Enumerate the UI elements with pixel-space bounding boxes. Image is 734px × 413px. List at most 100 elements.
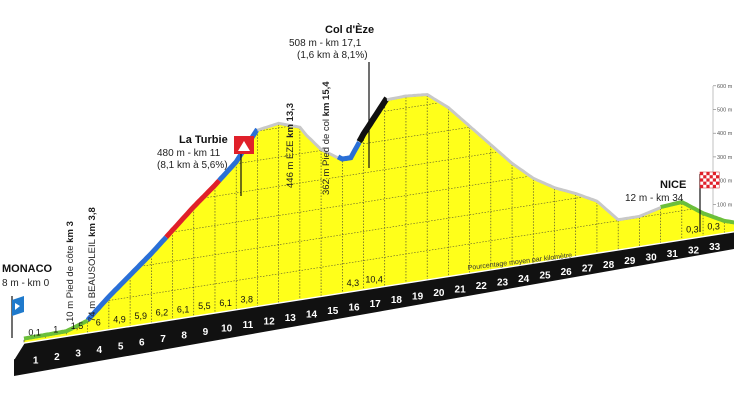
finish-flag-check <box>700 178 704 182</box>
label-beausoleil: 74 m BEAUSOLEIL km 3,8 <box>87 207 98 322</box>
gradient-label: 6 <box>96 318 101 328</box>
label-pied-de-col: 362 m Pied de col km 15,4 <box>321 81 332 195</box>
finish-nice: NICE 12 m - km 34 <box>625 171 720 232</box>
finish-flag-check <box>706 172 710 176</box>
km-marker: 22 <box>476 281 488 292</box>
monaco-name: MONACO <box>2 263 53 275</box>
altitude-grid-line <box>140 197 582 267</box>
km-marker: 16 <box>348 302 360 313</box>
climb-segment-blue <box>85 235 169 322</box>
finish-flag-check <box>716 175 720 179</box>
altitude-tick: 300 m <box>717 155 733 161</box>
altitude-grid-line <box>236 126 470 165</box>
km-grid <box>44 95 725 340</box>
ridge-descent-segment <box>386 92 662 222</box>
gradient-label: 1 <box>53 324 58 334</box>
km-marker: 29 <box>624 256 636 267</box>
nice-sub: 12 m - km 34 <box>625 193 684 204</box>
km-marker: 17 <box>370 299 382 310</box>
altitude-grid-line <box>204 152 497 199</box>
km-marker: 24 <box>518 274 530 285</box>
ground-bar <box>14 231 734 376</box>
finish-flag-check <box>703 181 707 185</box>
flag-arrow-icon <box>15 303 20 310</box>
km-marker: 15 <box>327 306 339 317</box>
gradient-label: 1,5 <box>71 321 84 331</box>
gradient-label: 6,2 <box>156 308 169 318</box>
climb-segment-red <box>164 178 222 239</box>
gradient-label: 0,1 <box>28 328 41 338</box>
climb-col-d-eze: Col d'Èze 508 m - km 17,1 (1,6 km à 8,1%… <box>289 23 374 168</box>
monaco-sub: 8 m - km 0 <box>2 278 50 289</box>
km-marker: 23 <box>497 278 509 289</box>
ridge-flat-segment <box>23 318 89 341</box>
km-marker: 2 <box>54 352 60 363</box>
ground-band <box>13 231 734 376</box>
km-marker: 10 <box>221 324 233 335</box>
gradient-label: 6,1 <box>177 304 190 314</box>
gradient-label: 0,3 <box>686 225 699 235</box>
finish-flag-check <box>706 184 710 188</box>
finish-flag-check <box>706 178 710 182</box>
km-marker: 11 <box>243 320 254 331</box>
ridge-flat-segment <box>660 199 734 225</box>
gradient-label: 10,4 <box>365 275 383 285</box>
altitude-tick: 400 m <box>717 131 733 137</box>
finish-flag-check <box>712 178 716 182</box>
km-marker: 21 <box>455 285 467 296</box>
eze-name: Col d'Èze <box>325 23 374 36</box>
altitude-tick: 100 m <box>717 202 733 208</box>
km-marker: 5 <box>118 341 124 352</box>
km-marker: 13 <box>285 313 297 324</box>
turbie-line2: (8,1 km à 5,6%) <box>157 160 228 171</box>
ridge-descent-segment <box>256 121 339 160</box>
km-marker: 12 <box>264 317 276 328</box>
climb-segment-black <box>356 96 390 144</box>
km-marker: 25 <box>539 270 551 281</box>
km-marker: 8 <box>181 331 187 342</box>
label-eze-village: 446 m ÈZE km 13,3 <box>285 103 296 188</box>
km-marker: 7 <box>160 334 166 345</box>
km-marker: 6 <box>139 338 145 349</box>
km-marker: 30 <box>646 253 658 264</box>
altitude-tick: 200 m <box>717 179 733 185</box>
gradient-label: 3,8 <box>241 294 254 304</box>
finish-flag-check <box>716 181 720 185</box>
mountain-icon <box>238 141 250 151</box>
eze-line1: 508 m - km 17,1 <box>289 38 362 49</box>
eze-line2: (1,6 km à 8,1%) <box>297 50 368 61</box>
km-markers: 1 2 3 4 5 6 7 8 9 10 11 12 13 14 15 16 17 18 19 20 21 22 23 24 2… <box>33 242 721 366</box>
altitude-grid-line <box>257 102 438 132</box>
turbie-name: La Turbie <box>179 134 228 146</box>
gradient-label: 5,5 <box>198 301 211 311</box>
km-marker: 4 <box>97 345 103 356</box>
gradient-labels: 0,1 1 1,5 6 4,9 5,9 6,2 6,1 5,5 6,1 3,8 4,3 10,4 0,3 0… <box>28 221 720 337</box>
km-marker: 19 <box>412 292 424 303</box>
turbie-line1: 480 m - km 11 <box>157 148 221 159</box>
km-marker: 18 <box>391 295 403 306</box>
finish-flag-check <box>709 175 713 179</box>
km-marker: 27 <box>582 263 594 274</box>
altitude-tick: 500 m <box>717 108 733 114</box>
finish-flag-check <box>712 172 716 176</box>
altitude-grid-line <box>108 208 693 301</box>
km-marker: 28 <box>603 260 615 271</box>
gradient-label: 4,9 <box>113 314 126 324</box>
finish-flag-check <box>712 184 716 188</box>
km-marker: 33 <box>709 242 721 253</box>
gradient-label: 5,9 <box>134 311 147 321</box>
finish-flag-icon <box>699 171 720 189</box>
km-marker: 31 <box>667 249 679 260</box>
finish-flag-check <box>700 172 704 176</box>
ground-edge <box>13 231 734 360</box>
climb-la-turbie: La Turbie 480 m - km 11 (8,1 km à 5,6%) <box>157 134 254 196</box>
start-monaco: MONACO 8 m - km 0 <box>2 263 53 338</box>
km-marker: 3 <box>75 348 81 359</box>
label-pied-de-cote: 10 m Pied de côte km 3 <box>65 221 76 322</box>
km-marker: 1 <box>33 356 39 367</box>
finish-flag-check <box>709 181 713 185</box>
km-marker: 14 <box>306 309 318 320</box>
km-marker: 9 <box>203 327 209 338</box>
